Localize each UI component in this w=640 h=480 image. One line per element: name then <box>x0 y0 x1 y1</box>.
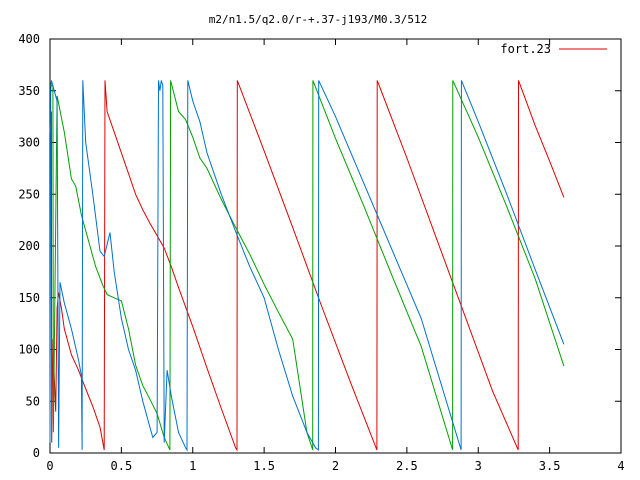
series-line-2 <box>50 80 565 451</box>
x-tick-label: 0 <box>46 459 53 473</box>
y-tick-label: 400 <box>18 32 40 46</box>
chart-title: m2/n1.5/q2.0/r-+.37-j193/M0.3/512 <box>209 13 428 26</box>
x-tick-label: 4 <box>617 459 624 473</box>
x-tick-label: 0.5 <box>111 459 133 473</box>
y-tick-label: 50 <box>26 394 40 408</box>
x-tick-label: 3.5 <box>539 459 561 473</box>
series-lines <box>49 80 565 452</box>
series-line-1 <box>49 80 565 452</box>
x-tick-label: 1 <box>189 459 196 473</box>
legend-label: fort.23 <box>500 42 551 56</box>
y-tick-label: 250 <box>18 187 40 201</box>
x-tick-label: 3 <box>475 459 482 473</box>
y-tick-label: 100 <box>18 343 40 357</box>
y-tick-label: 0 <box>33 446 40 460</box>
plot-frame <box>49 38 622 454</box>
x-tick-label: 1.5 <box>253 459 275 473</box>
series-line-3 <box>49 80 565 452</box>
x-tick-label: 2.5 <box>396 459 418 473</box>
x-tick-label: 2 <box>332 459 339 473</box>
x-axis-ticks: 0 0.5 1 1.5 2 2.5 3 3.5 4 <box>46 39 625 473</box>
legend: fort.23 <box>500 42 607 56</box>
y-axis-ticks: 0 50 100 150 200 250 300 350 400 <box>18 32 621 460</box>
y-tick-label: 150 <box>18 291 40 305</box>
y-tick-label: 350 <box>18 84 40 98</box>
y-tick-label: 300 <box>18 136 40 150</box>
y-tick-label: 200 <box>18 239 40 253</box>
plot-border <box>49 38 622 454</box>
